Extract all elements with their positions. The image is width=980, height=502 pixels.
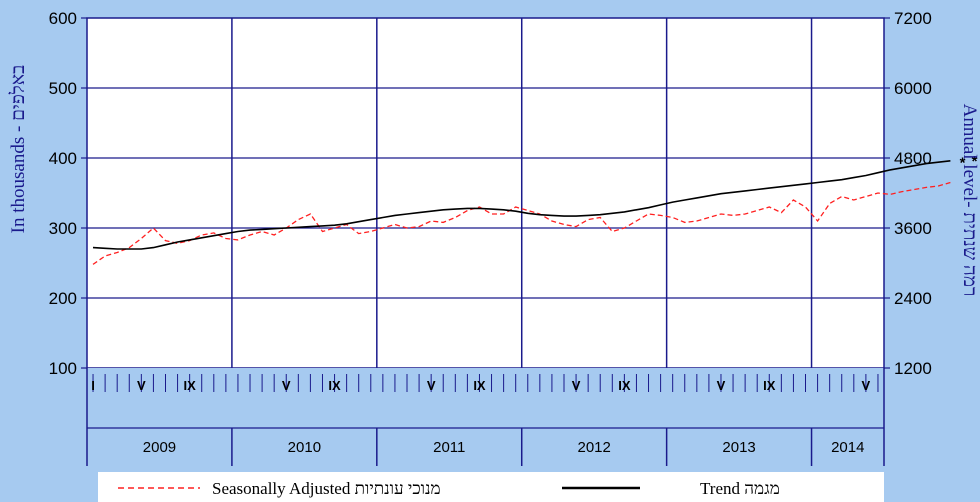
left-tick-label: 300 bbox=[49, 219, 77, 238]
left-tick-label: 200 bbox=[49, 289, 77, 308]
month-marker-label: V bbox=[717, 378, 726, 393]
left-tick-label: 600 bbox=[49, 9, 77, 28]
projection-marker: * bbox=[960, 155, 966, 172]
month-marker-label: IX bbox=[763, 378, 776, 393]
right-tick-label: 4800 bbox=[894, 149, 932, 168]
projection-marker: * bbox=[972, 153, 978, 170]
left-tick-label: 100 bbox=[49, 359, 77, 378]
series-line-seasonally-adjusted bbox=[92, 181, 951, 265]
month-marker-label: IX bbox=[183, 378, 196, 393]
left-axis-ticks: 600 500 400 300 200 100 bbox=[49, 9, 87, 378]
year-label: 2011 bbox=[433, 439, 465, 456]
month-marker-label: I bbox=[91, 378, 95, 393]
right-axis-label: Annual level- רמה שנתית bbox=[959, 104, 980, 297]
year-label: 2013 bbox=[722, 439, 755, 456]
plot-area bbox=[86, 17, 885, 369]
year-label: 2010 bbox=[288, 439, 321, 456]
projection-layer: **** bbox=[960, 153, 978, 172]
year-label: 2014 bbox=[831, 439, 864, 456]
left-axis-label: In thousands - באלפים bbox=[8, 65, 29, 234]
month-marker-label: IX bbox=[328, 378, 341, 393]
left-tick-label: 500 bbox=[49, 79, 77, 98]
legend: Seasonally Adjusted מנוכי עונתיות Trend … bbox=[98, 472, 884, 502]
month-marker-label: V bbox=[572, 378, 581, 393]
month-marker-label: V bbox=[862, 378, 871, 393]
right-tick-label: 2400 bbox=[894, 289, 932, 308]
legend-label-seasonally-adjusted: Seasonally Adjusted מנוכי עונתיות bbox=[212, 479, 441, 498]
year-label: 2009 bbox=[143, 439, 176, 456]
legend-box bbox=[98, 472, 884, 502]
right-tick-label: 7200 bbox=[894, 9, 932, 28]
series-layer bbox=[92, 160, 951, 265]
year-row: 2009 2010 2011 2012 2013 2014 bbox=[86, 368, 885, 466]
left-tick-label: 400 bbox=[49, 149, 77, 168]
year-label: 2012 bbox=[577, 439, 610, 456]
right-tick-label: 1200 bbox=[894, 359, 932, 378]
grid bbox=[87, 18, 884, 466]
month-strip: I V IX V IX V IX V IX V IX V bbox=[87, 368, 884, 428]
month-marker-label: V bbox=[137, 378, 146, 393]
month-marker-label: V bbox=[427, 378, 436, 393]
month-marker-label: V bbox=[282, 378, 291, 393]
right-axis-ticks: 7200 6000 4800 3600 2400 1200 bbox=[884, 9, 932, 378]
legend-label-trend: Trend מגמה bbox=[700, 479, 780, 498]
month-marker-label: IX bbox=[618, 378, 631, 393]
series-line-trend bbox=[92, 160, 951, 250]
right-tick-label: 6000 bbox=[894, 79, 932, 98]
month-strip-bg bbox=[87, 368, 884, 428]
month-marker-label: IX bbox=[473, 378, 486, 393]
right-tick-label: 3600 bbox=[894, 219, 932, 238]
